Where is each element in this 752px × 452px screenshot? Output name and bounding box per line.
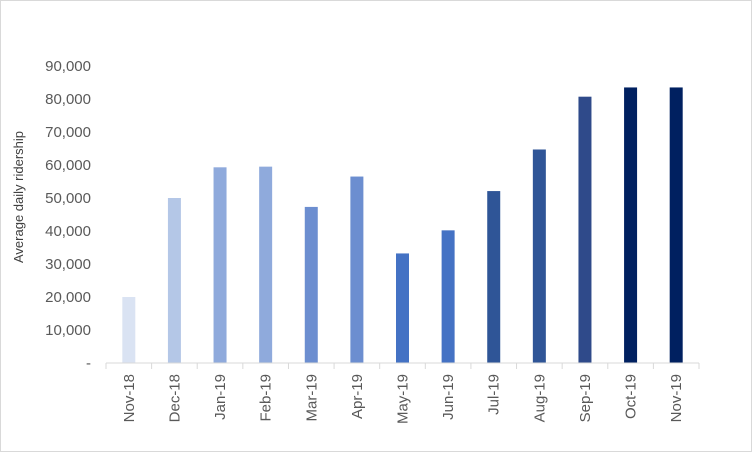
y-tick-label: 70,000 (45, 124, 91, 141)
x-tick-label: Dec-18 (166, 374, 183, 422)
y-tick-label: 30,000 (45, 256, 91, 273)
bars (122, 87, 683, 363)
bar-aug-19 (532, 149, 546, 363)
y-tick-label: 80,000 (45, 91, 91, 108)
bar-dec-18 (167, 198, 181, 363)
bar-jul-19 (487, 191, 501, 363)
bar-oct-19 (624, 87, 638, 363)
y-tick-label: 90,000 (45, 58, 91, 75)
x-axis (105, 362, 700, 369)
y-axis-ticks: - 10,000 20,000 30,000 40,000 50,000 60,000 70,… (45, 58, 91, 372)
bar-nov-18 (122, 297, 136, 363)
x-axis-ticks: Nov-18 Dec-18 Jan-19 Feb-19 Mar-19 Apr-19 May-… (121, 374, 685, 424)
x-tick-label: Jun-19 (440, 374, 457, 420)
x-tick-label: Mar-19 (303, 374, 320, 422)
x-tick-label: Aug-19 (531, 374, 548, 422)
bar-nov-19 (669, 87, 683, 363)
bar-sep-19 (578, 96, 592, 363)
x-tick-label: Jul-19 (486, 374, 503, 415)
x-tick-label: Sep-19 (577, 374, 594, 422)
y-tick-label: 40,000 (45, 223, 91, 240)
x-tick-label: Oct-19 (623, 374, 640, 419)
bar-feb-19 (259, 166, 273, 363)
y-tick-label: 50,000 (45, 190, 91, 207)
x-tick-label: Nov-18 (121, 374, 138, 422)
x-tick-label: Apr-19 (349, 374, 366, 419)
bar-mar-19 (304, 206, 318, 363)
x-tick-label: Feb-19 (258, 374, 275, 422)
x-tick-label: Jan-19 (212, 374, 229, 420)
bar-may-19 (396, 253, 409, 363)
bar-jun-19 (441, 230, 455, 363)
y-axis-title: Average daily ridership (11, 131, 26, 263)
y-tick-label: 60,000 (45, 157, 91, 174)
y-tick-label: - (86, 355, 91, 372)
y-tick-label: 10,000 (45, 322, 91, 339)
y-tick-label: 20,000 (45, 289, 91, 306)
bar-jan-19 (213, 167, 227, 363)
x-tick-label: May-19 (395, 374, 412, 424)
x-tick-label: Nov-19 (668, 374, 685, 422)
bar-apr-19 (350, 176, 364, 363)
